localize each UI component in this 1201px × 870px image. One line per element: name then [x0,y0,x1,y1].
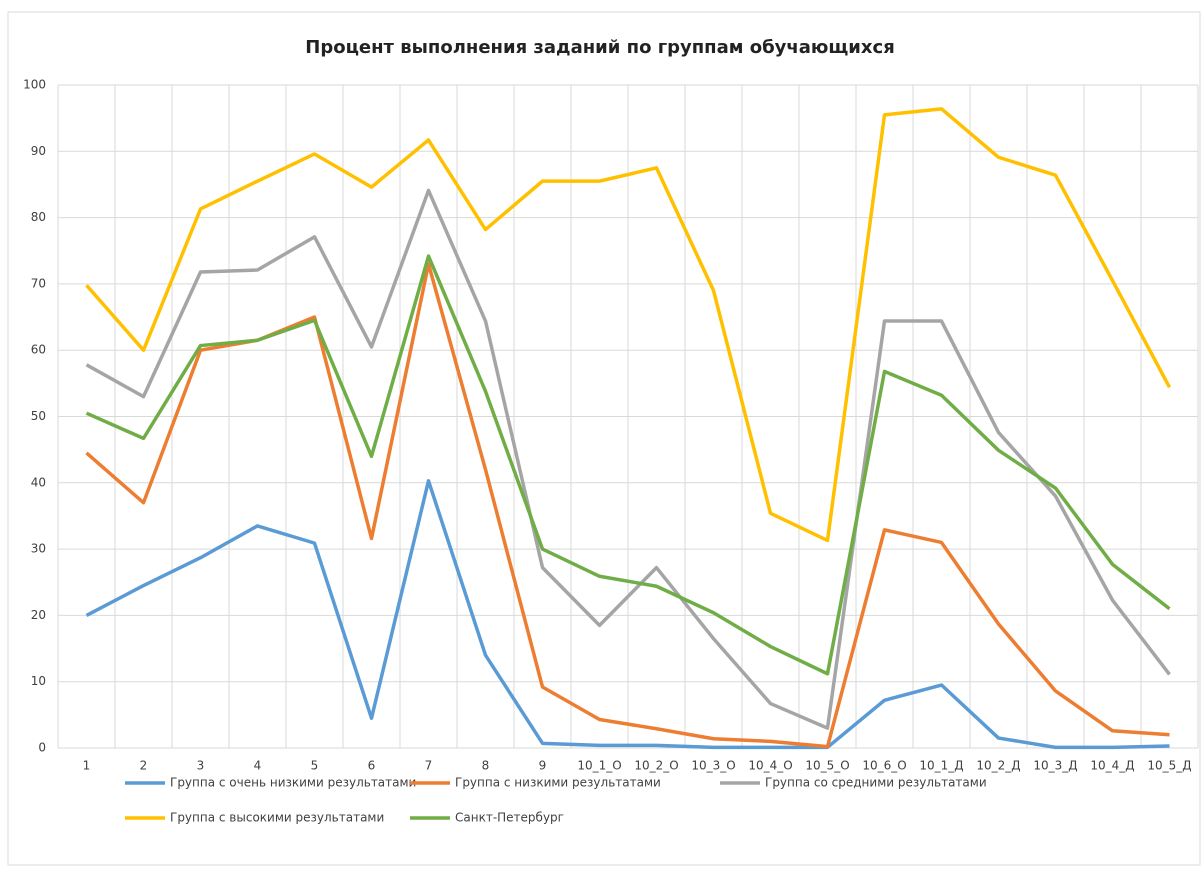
x-tick-label: 10_4_Д [1090,759,1134,773]
y-tick-label: 60 [31,343,46,357]
x-tick-label: 1 [83,759,91,773]
x-tick-label: 10_5_О [805,759,849,773]
x-tick-label: 10_2_О [634,759,678,773]
y-tick-label: 0 [38,741,46,755]
y-tick-label: 100 [23,78,46,92]
x-tick-label: 10_6_О [862,759,906,773]
line-series [85,188,1171,730]
y-tick-label: 80 [31,210,46,224]
x-tick-label: 5 [311,759,319,773]
legend-label: Группа с высокими результатами [170,811,384,825]
x-tick-label: 6 [368,759,376,773]
legend-label: Группа со средними результатами [765,776,987,790]
x-tick-label: 7 [425,759,433,773]
x-tick-label: 2 [140,759,148,773]
x-tick-label: 10_3_О [691,759,735,773]
chart-frame [7,11,1201,866]
y-tick-label: 70 [31,276,46,290]
legend-label: Санкт-Петербург [455,811,564,825]
x-tick-label: 10_1_О [577,759,621,773]
x-tick-label: 9 [539,759,547,773]
x-tick-label: 10_4_О [748,759,792,773]
y-tick-label: 40 [31,475,46,489]
chart-title: Процент выполнения заданий по группам об… [305,37,895,58]
y-tick-label: 10 [31,674,46,688]
x-tick-label: 10_1_Д [919,759,963,773]
x-tick-label: 8 [482,759,490,773]
y-tick-label: 20 [31,608,46,622]
x-tick-label: 3 [197,759,205,773]
line-series [85,254,1171,676]
y-tick-label: 50 [31,409,46,423]
x-tick-label: 10_3_Д [1033,759,1077,773]
legend-label: Группа с низкими результатами [455,776,661,790]
x-tick-label: 10_2_Д [976,759,1020,773]
line-series [85,107,1172,543]
y-tick-label: 90 [31,144,46,158]
legend-label: Группа с очень низкими результатами [170,776,416,790]
x-tick-label: 4 [254,759,262,773]
y-tick-label: 30 [31,542,46,556]
line-series [85,479,1170,750]
x-tick-label: 10_5_Д [1147,759,1191,773]
